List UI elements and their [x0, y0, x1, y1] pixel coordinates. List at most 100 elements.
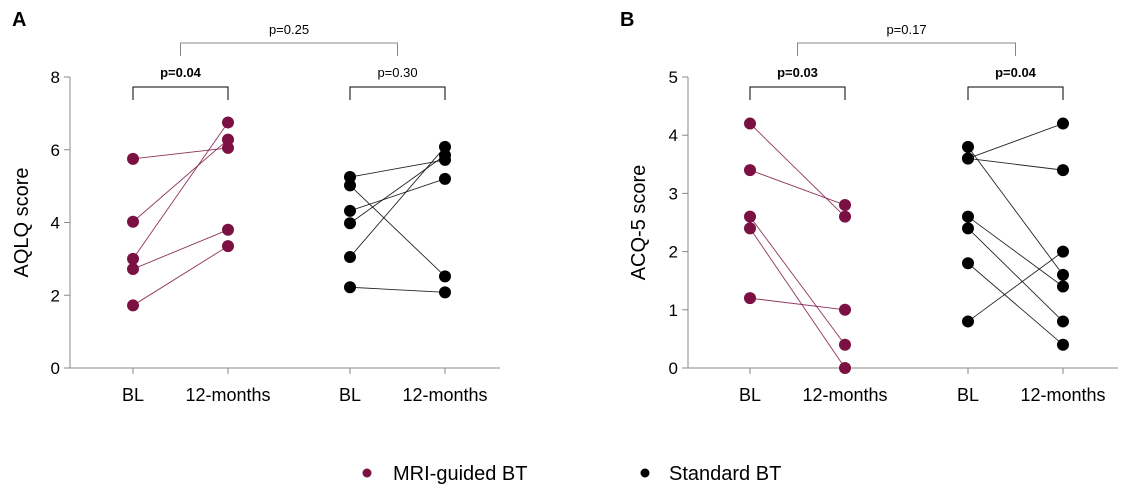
- data-point-12-months: [222, 116, 234, 129]
- subject-line: [349, 178, 446, 212]
- data-point-bl: [744, 210, 756, 223]
- data-point-bl: [127, 152, 139, 165]
- data-point-12-months: [439, 270, 451, 283]
- data-point-12-months: [439, 149, 451, 162]
- legend-marker: [362, 468, 372, 478]
- subject-line: [132, 229, 229, 270]
- comparison-bracket: [349, 86, 446, 100]
- legend-label: MRI-guided BT: [393, 463, 528, 485]
- data-point-bl: [744, 117, 756, 130]
- series-standard-bt: p=0.30: [344, 65, 451, 299]
- data-point-bl: [344, 204, 356, 217]
- subject-line: [749, 169, 846, 206]
- subject-line: [749, 228, 846, 369]
- subject-line: [749, 123, 846, 218]
- data-point-bl: [962, 222, 974, 235]
- subject-line: [967, 158, 1064, 171]
- comparison-bracket: [749, 86, 846, 100]
- data-point-12-months: [1057, 315, 1069, 328]
- y-tick-label: 0: [51, 359, 60, 378]
- subject-line: [349, 286, 446, 293]
- subject-line: [349, 185, 446, 277]
- x-category-label: BL: [957, 385, 979, 405]
- data-point-bl: [744, 222, 756, 235]
- y-axis-label: ACQ-5 score: [628, 165, 650, 281]
- comparison-bracket: [132, 86, 229, 100]
- data-point-bl: [744, 292, 756, 305]
- data-point-12-months: [222, 240, 234, 253]
- legend: MRI-guided BT Standard BT: [362, 463, 781, 485]
- x-category-label: BL: [122, 385, 144, 405]
- comparison-p-value: p=0.04: [160, 65, 202, 80]
- y-axis-label: AQLQ score: [11, 167, 33, 277]
- data-point-12-months: [439, 286, 451, 299]
- panel-letter: A: [12, 9, 26, 31]
- between-group-p-value: p=0.17: [886, 22, 926, 37]
- series-standard-bt: p=0.04: [962, 65, 1069, 351]
- data-point-12-months: [839, 210, 851, 223]
- subject-line: [967, 146, 1064, 276]
- data-point-bl: [962, 210, 974, 223]
- between-group-bracket: [797, 42, 1016, 56]
- y-tick-label: 4: [669, 126, 678, 145]
- data-point-bl: [344, 171, 356, 184]
- subject-line: [349, 159, 446, 178]
- y-tick-label: 3: [669, 184, 678, 203]
- data-point-bl: [127, 252, 139, 265]
- panel-letter: B: [620, 9, 634, 31]
- data-point-bl: [744, 164, 756, 177]
- between-group-p-value: p=0.25: [269, 22, 309, 37]
- y-tick-label: 2: [669, 243, 678, 262]
- y-tick-label: 8: [51, 68, 60, 87]
- legend-marker: [640, 468, 650, 478]
- y-tick-label: 4: [51, 214, 60, 233]
- data-point-12-months: [1057, 338, 1069, 351]
- data-point-bl: [962, 257, 974, 270]
- data-point-bl: [344, 251, 356, 264]
- comparison-p-value: p=0.04: [995, 65, 1037, 80]
- between-group-bracket: [180, 42, 398, 56]
- data-point-12-months: [839, 338, 851, 351]
- comparison-bracket: [967, 86, 1064, 100]
- data-point-12-months: [439, 172, 451, 185]
- data-point-bl: [344, 281, 356, 294]
- data-point-12-months: [839, 362, 851, 374]
- subject-line: [132, 245, 229, 306]
- data-point-12-months: [439, 140, 451, 153]
- data-point-bl: [344, 179, 356, 192]
- data-point-12-months: [839, 199, 851, 212]
- subject-line: [749, 216, 846, 345]
- data-point-12-months: [1057, 117, 1069, 130]
- data-point-12-months: [839, 303, 851, 316]
- panel-a: A 0 2 4 6 8 BL 12-months BL 12-months AQLQ score p=…: [11, 9, 500, 405]
- y-tick-label: 6: [51, 141, 60, 160]
- x-category-label: 12-months: [1020, 385, 1105, 405]
- x-category-label: BL: [739, 385, 761, 405]
- y-tick-label: 5: [669, 68, 678, 87]
- subject-line: [132, 147, 229, 160]
- subject-line: [349, 154, 446, 224]
- x-category-label: 12-months: [802, 385, 887, 405]
- comparison-p-value: p=0.30: [377, 65, 417, 80]
- subject-line: [967, 216, 1064, 287]
- y-tick-label: 1: [669, 301, 678, 320]
- subject-line: [967, 123, 1064, 159]
- data-point-12-months: [222, 133, 234, 146]
- comparison-p-value: p=0.03: [777, 65, 818, 80]
- subject-line: [132, 139, 229, 223]
- data-point-bl: [962, 315, 974, 328]
- data-point-bl: [127, 215, 139, 228]
- y-tick-label: 2: [51, 286, 60, 305]
- subject-line: [349, 146, 446, 258]
- data-point-12-months: [222, 223, 234, 236]
- series-mri-guided-bt: p=0.03: [744, 65, 851, 374]
- x-category-label: 12-months: [402, 385, 487, 405]
- data-point-bl: [127, 299, 139, 312]
- legend-label: Standard BT: [669, 463, 781, 485]
- data-point-bl: [962, 140, 974, 153]
- subject-line: [967, 262, 1064, 346]
- data-point-bl: [344, 217, 356, 230]
- data-point-12-months: [1057, 280, 1069, 293]
- x-category-label: BL: [339, 385, 361, 405]
